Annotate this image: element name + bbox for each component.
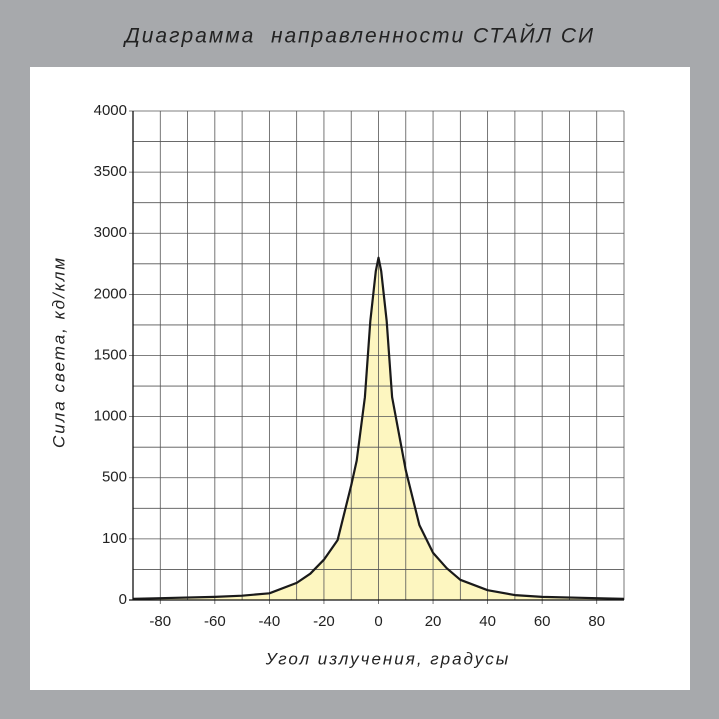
x-tick-label: -40 [259,613,281,630]
x-tick-label: 40 [479,613,496,630]
y-tick-label: 2000 [94,285,127,302]
x-tick-label: 60 [534,613,551,630]
x-tick-label: 0 [374,613,382,630]
x-tick-label: -80 [149,613,171,630]
y-tick-label: 500 [102,469,127,486]
x-tick-label: 80 [588,613,605,630]
y-tick-label: 3500 [94,163,127,180]
x-tick-label: 20 [425,613,442,630]
x-axis-label: Угол излучения, градусы [265,649,511,668]
line [132,256,625,600]
x-tick-label: -20 [313,613,335,630]
y-axis-label: Сила света, кд/клм [49,256,68,448]
y-tick-label: 0 [119,591,127,608]
y-tick-label: 1000 [94,408,127,425]
y-tick-label: 3000 [94,224,127,241]
x-tick-label: -60 [204,613,226,630]
chart-title: Диаграмма направленности СТАЙЛ СИ [123,25,595,48]
y-tick-label: 4000 [94,102,127,119]
y-tick-label: 100 [102,530,127,547]
y-tick-label: 1500 [94,346,127,363]
